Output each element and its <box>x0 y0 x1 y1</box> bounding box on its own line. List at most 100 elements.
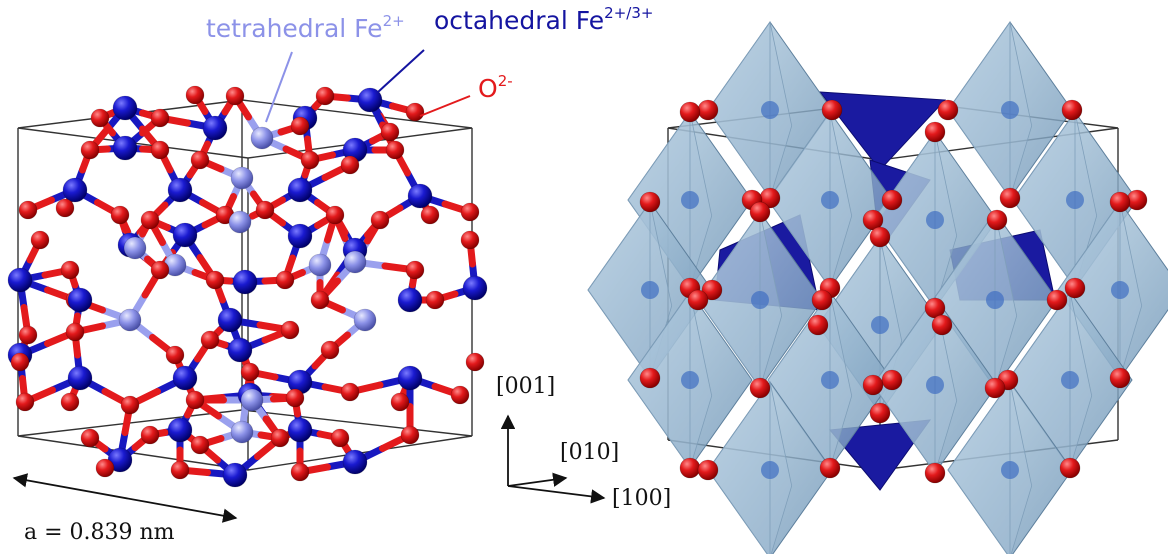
octahedral-leader-line <box>377 49 425 93</box>
oxygen-atom <box>862 374 884 396</box>
octahedral-fe-atom <box>112 135 138 161</box>
lattice-constant-label: a = 0.839 nm <box>24 520 175 545</box>
oxygen-atom <box>185 390 205 410</box>
octahedral-fe-atom <box>397 365 423 391</box>
oxygen-atom <box>687 289 709 311</box>
oxygen-atom <box>425 290 445 310</box>
oxygen-atom <box>370 210 390 230</box>
octahedral-fe-atom <box>681 191 699 209</box>
oxygen-atom <box>697 459 719 481</box>
octahedral-fe-atom <box>67 287 93 313</box>
octahedral-fe-atom <box>681 371 699 389</box>
oxygen-atom <box>807 314 829 336</box>
oxygen-atom <box>1046 289 1068 311</box>
octahedral-fe-atom <box>462 275 488 301</box>
octahedral-fe-atom <box>342 449 368 475</box>
oxygen-atom <box>185 85 205 105</box>
octahedral-fe-atom <box>202 115 228 141</box>
oxygen-atom <box>679 101 701 123</box>
oxygen-atom <box>340 155 360 175</box>
tetrahedral-fe-atom <box>343 250 367 274</box>
oxygen-atom <box>986 209 1008 231</box>
octahedral-fe-atom <box>217 307 243 333</box>
octahedral-fe-atom <box>172 365 198 391</box>
oxygen-atom <box>15 392 35 412</box>
octahedral-fe-atom <box>926 376 944 394</box>
octahedral-fe-atom <box>751 291 769 309</box>
oxygen-atom <box>937 99 959 121</box>
oxygen-label: O2- <box>478 72 513 103</box>
direction-001-label: [001] <box>496 374 556 399</box>
oxygen-atom <box>225 86 245 106</box>
oxygen-atom <box>200 330 220 350</box>
right-octahedra <box>587 21 1168 559</box>
tetrahedral-leader-line <box>265 51 293 123</box>
octahedral-fe-atom <box>67 365 93 391</box>
oxygen-leader-line <box>419 95 471 117</box>
oxygen-atom <box>150 140 170 160</box>
oxygen-atom <box>385 140 405 160</box>
oxygen-atom <box>819 457 841 479</box>
octahedral-fe-atom <box>1111 281 1129 299</box>
oxygen-atom <box>924 121 946 143</box>
oxygen-atom <box>811 289 833 311</box>
octahedral-fe-atom <box>926 211 944 229</box>
octahedral-fe-atom <box>641 281 659 299</box>
oxygen-atom <box>140 425 160 445</box>
oxygen-atom <box>170 460 190 480</box>
oxygen-atom <box>60 260 80 280</box>
oxygen-atom <box>380 122 400 142</box>
oxygen-atom <box>90 108 110 128</box>
tetrahedral-fe-atom <box>308 253 332 277</box>
oxygen-atom <box>330 428 350 448</box>
octahedral-fe-atom <box>1061 371 1079 389</box>
oxygen-atom <box>60 392 80 412</box>
oxygen-atom <box>639 191 661 213</box>
right-oxygen-atoms <box>639 99 1148 484</box>
oxygen-atom <box>390 392 410 412</box>
oxygen-atom <box>340 382 360 402</box>
octahedral-fe-atom <box>871 316 889 334</box>
oxygen-atom <box>18 325 38 345</box>
oxygen-atom <box>150 108 170 128</box>
octahedral-fe-atom <box>287 223 313 249</box>
oxygen-atom <box>300 150 320 170</box>
oxygen-atom <box>701 279 723 301</box>
oxygen-atom <box>924 462 946 484</box>
oxygen-atom <box>869 402 891 424</box>
octahedral-fe-atom <box>7 267 33 293</box>
oxygen-atom <box>450 385 470 405</box>
oxygen-atom <box>310 290 330 310</box>
tetrahedral-fe-atom <box>230 420 254 444</box>
axis-010-arrow <box>507 472 568 487</box>
oxygen-atom <box>460 202 480 222</box>
tetrahedral-fe-atom <box>250 126 274 150</box>
oxygen-atom <box>697 99 719 121</box>
oxygen-atom <box>405 102 425 122</box>
oxygen-atom <box>18 200 38 220</box>
oxygen-atom <box>1059 457 1081 479</box>
octahedral-fe-atom <box>227 337 253 363</box>
tetrahedral-fe-atom <box>228 210 252 234</box>
oxygen-atom <box>1109 367 1131 389</box>
oxygen-atom <box>465 352 485 372</box>
octahedral-fe-atom <box>232 269 258 295</box>
tetrahedral-fe-label: tetrahedral Fe2+ <box>206 12 405 43</box>
oxygen-atom <box>95 458 115 478</box>
oxygen-atom <box>275 270 295 290</box>
octahedral-fe-label: octahedral Fe2+/3+ <box>434 4 654 35</box>
oxygen-atom <box>290 116 310 136</box>
left-atoms <box>7 85 488 488</box>
oxygen-atom <box>205 270 225 290</box>
oxygen-atom <box>140 210 160 230</box>
oxygen-atom <box>931 314 953 336</box>
oxygen-atom <box>869 226 891 248</box>
oxygen-atom <box>679 457 701 479</box>
octahedral-fe-atom <box>1001 461 1019 479</box>
oxygen-atom <box>120 395 140 415</box>
oxygen-atom <box>821 99 843 121</box>
lattice-arrow <box>12 473 238 523</box>
octahedral-fe-atom <box>407 183 433 209</box>
